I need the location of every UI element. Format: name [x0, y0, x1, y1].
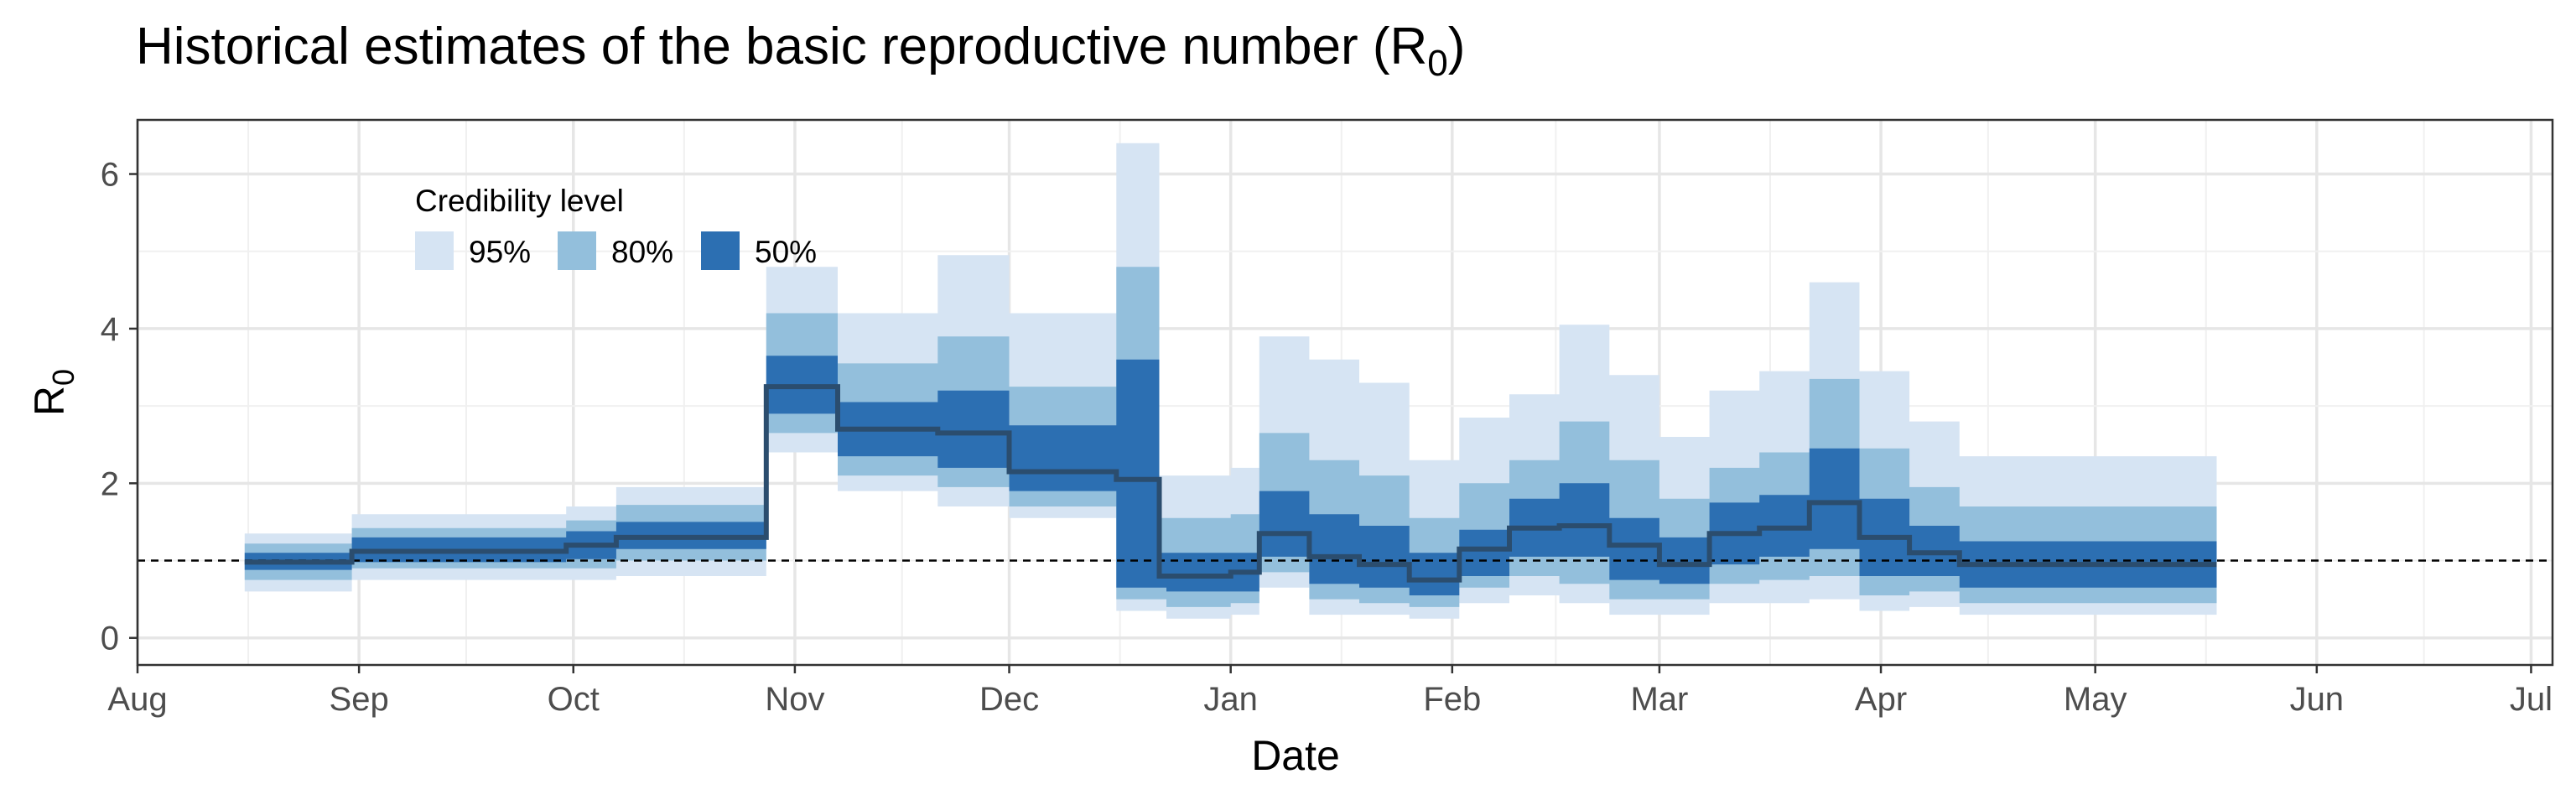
- y-axis-subscript: 0: [46, 369, 80, 386]
- title-suffix: ): [1448, 18, 1466, 75]
- legend-label: 80%: [611, 235, 673, 269]
- y-tick-label: 0: [101, 621, 119, 657]
- y-axis-label: R0: [26, 369, 80, 416]
- x-tick-label: Sep: [330, 681, 389, 718]
- x-tick-label: Oct: [548, 681, 600, 718]
- x-tick-label: Nov: [765, 681, 824, 718]
- x-tick-label: Jul: [2510, 681, 2553, 718]
- median-line-group: [244, 384, 2217, 583]
- plot-panel-border: [136, 118, 2554, 667]
- x-tick-label: Dec: [979, 681, 1039, 718]
- median-line: [244, 384, 2217, 583]
- legend-title: Credibility level: [415, 184, 624, 218]
- x-axis-label: Date: [1251, 732, 1340, 779]
- legend-label: 95%: [469, 235, 531, 269]
- x-tick-label: Feb: [1423, 681, 1481, 718]
- x-tick-label: May: [2064, 681, 2127, 718]
- x-tick-label: Aug: [107, 681, 167, 718]
- y-axis-ticks: 0 2 4 6: [101, 157, 138, 657]
- y-tick-label: 2: [101, 465, 119, 502]
- x-tick-label: Mar: [1630, 681, 1688, 718]
- x-axis-ticks: Aug Sep Oct Nov Dec Jan Feb Mar Apr May Jun Jul: [107, 665, 2553, 718]
- x-tick-label: Jan: [1203, 681, 1258, 718]
- x-tick-label: Apr: [1855, 681, 1907, 718]
- legend-swatch-95pct: [415, 231, 454, 270]
- x-tick-label: Jun: [2290, 681, 2345, 718]
- y-tick-label: 4: [101, 311, 119, 348]
- title-subscript: 0: [1427, 43, 1447, 84]
- legend: Credibility level 95% 80% 50%: [415, 184, 817, 270]
- y-tick-label: 6: [101, 157, 119, 194]
- legend-label: 50%: [755, 235, 817, 269]
- legend-swatch-50pct: [701, 231, 740, 270]
- legend-swatch-80pct: [558, 231, 596, 270]
- chart-title: Historical estimates of the basic reprod…: [136, 18, 1465, 84]
